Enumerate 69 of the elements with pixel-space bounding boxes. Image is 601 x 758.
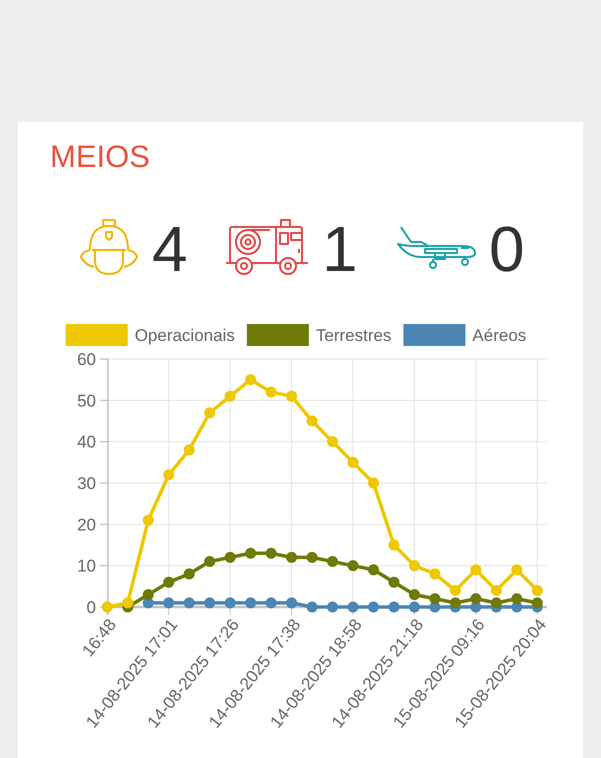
legend-label: Terrestres xyxy=(316,326,392,345)
point xyxy=(224,390,236,402)
text: 0 xyxy=(489,213,525,285)
point xyxy=(348,602,359,612)
point xyxy=(163,597,174,608)
point xyxy=(266,548,277,559)
point xyxy=(348,560,359,572)
y-tick-label: 20 xyxy=(77,515,96,534)
point xyxy=(306,552,318,563)
point xyxy=(224,597,236,608)
point xyxy=(266,386,277,398)
point xyxy=(327,556,338,568)
point xyxy=(511,564,522,576)
point xyxy=(286,597,298,608)
point xyxy=(429,593,440,604)
point xyxy=(142,514,154,526)
point xyxy=(204,556,216,568)
y-tick-label: 10 xyxy=(77,556,96,576)
point xyxy=(532,584,543,596)
point xyxy=(286,390,298,402)
point xyxy=(245,374,256,386)
point xyxy=(184,444,195,456)
point xyxy=(245,548,256,559)
point xyxy=(245,597,256,608)
point xyxy=(122,597,134,608)
point xyxy=(470,564,482,576)
point xyxy=(327,602,338,612)
y-tick-label: 30 xyxy=(77,474,96,493)
point xyxy=(204,597,216,608)
point xyxy=(388,602,400,612)
legend-label: Aéreos xyxy=(472,326,526,345)
point xyxy=(163,576,174,588)
point xyxy=(388,540,400,550)
y-tick-label: 0 xyxy=(86,598,96,617)
point xyxy=(450,584,461,596)
point xyxy=(450,597,461,608)
point xyxy=(470,593,482,604)
point xyxy=(142,589,154,600)
point xyxy=(368,602,379,612)
point xyxy=(102,602,113,612)
y-tick-label: 60 xyxy=(77,350,96,369)
text: MEIOS xyxy=(50,139,150,174)
point xyxy=(266,597,277,608)
point xyxy=(511,593,522,604)
text: 1 xyxy=(322,213,358,285)
point xyxy=(408,589,420,600)
point xyxy=(327,436,338,448)
point xyxy=(184,568,195,580)
text: 4 xyxy=(152,213,188,285)
point xyxy=(204,407,216,418)
point xyxy=(306,602,318,612)
point xyxy=(368,564,379,576)
point xyxy=(224,552,236,563)
point xyxy=(286,552,298,563)
point xyxy=(388,576,400,588)
point xyxy=(368,478,379,488)
point xyxy=(348,456,359,468)
point xyxy=(184,597,195,608)
point xyxy=(306,416,318,426)
point xyxy=(408,602,420,612)
legend-label: Operacionais xyxy=(134,326,235,345)
point xyxy=(163,469,174,480)
point xyxy=(532,597,543,608)
point xyxy=(429,568,440,580)
y-tick-label: 50 xyxy=(77,391,96,410)
point xyxy=(408,560,420,572)
y-tick-label: 40 xyxy=(77,432,96,452)
point xyxy=(490,597,502,608)
point xyxy=(490,584,502,596)
